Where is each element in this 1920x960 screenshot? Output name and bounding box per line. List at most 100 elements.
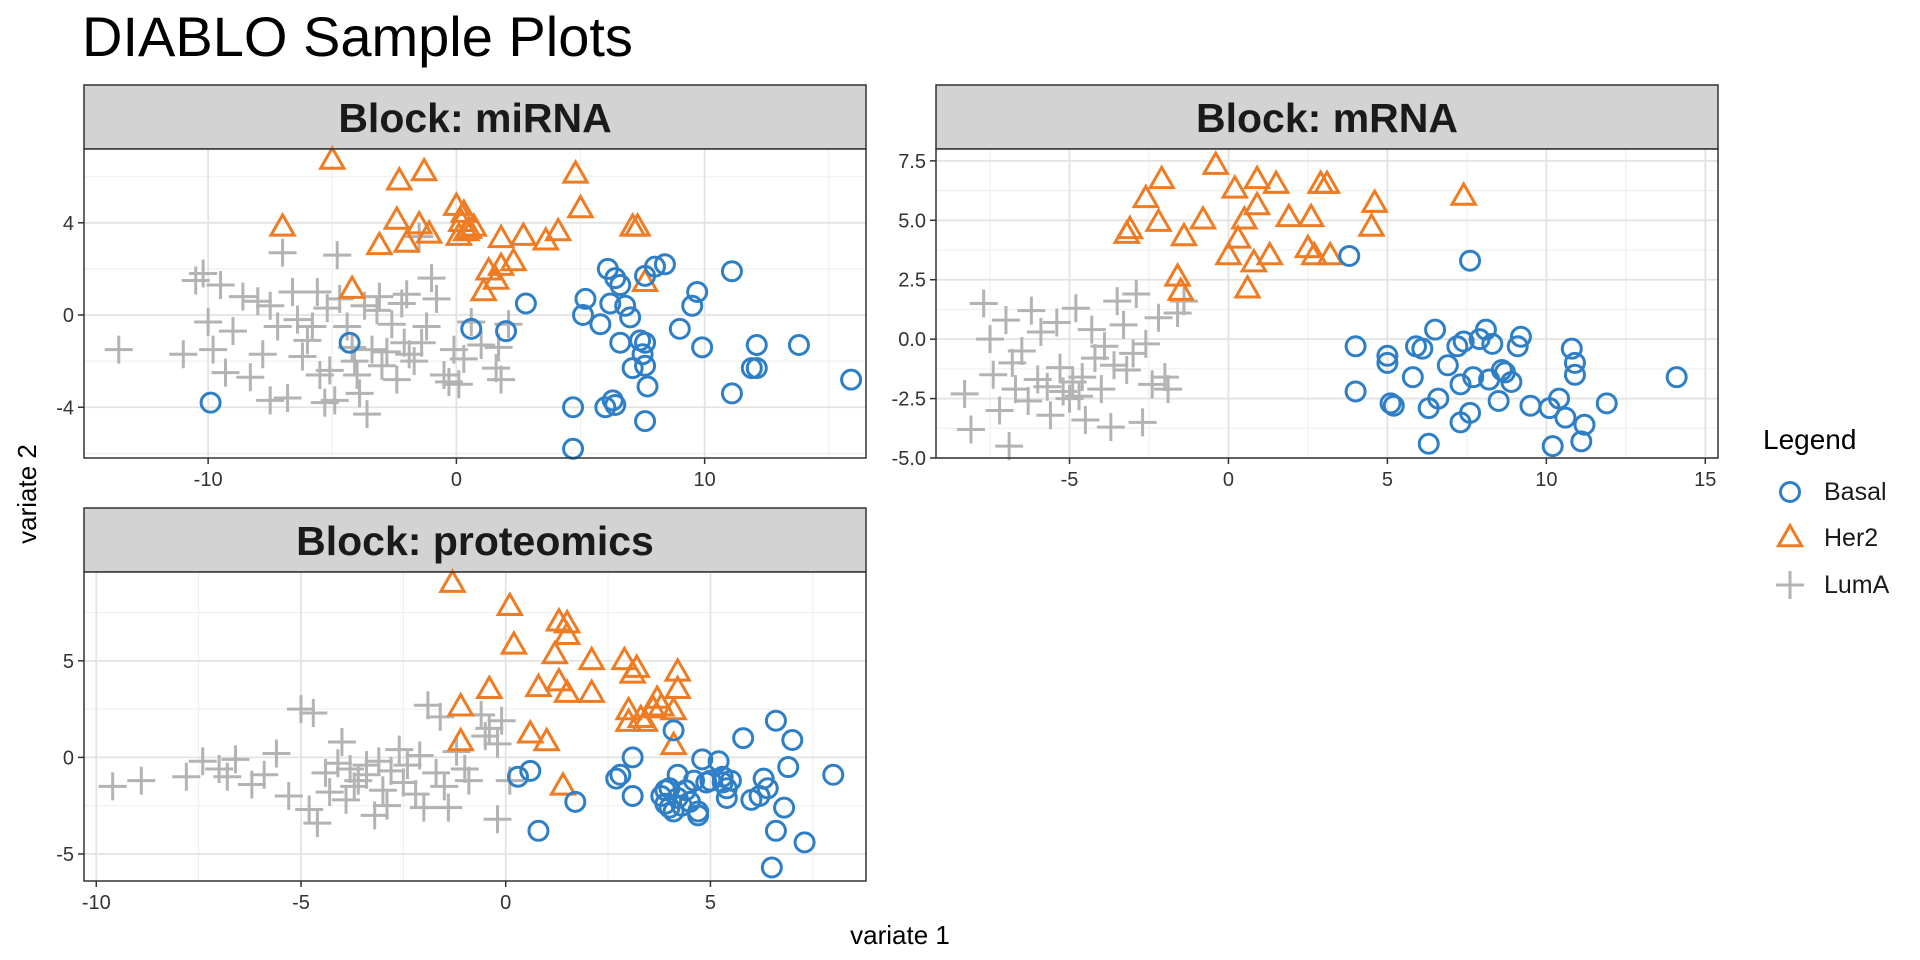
point-basal — [1459, 401, 1482, 424]
point-basal — [711, 771, 734, 794]
point-basal — [1541, 435, 1564, 458]
point-basal — [777, 756, 800, 779]
point-luma — [256, 291, 285, 320]
point-basal — [1427, 387, 1450, 410]
point-luma — [979, 360, 1008, 389]
point-her2 — [552, 608, 582, 634]
point-her2 — [1300, 240, 1329, 266]
point-luma — [1138, 370, 1167, 399]
legend-label-luma: LumA — [1824, 571, 1890, 599]
point-luma — [188, 747, 217, 776]
point-luma — [273, 384, 302, 413]
point-her2 — [544, 606, 574, 632]
point-basal — [752, 767, 775, 790]
point-basal — [1338, 244, 1361, 267]
point-basal — [599, 292, 622, 315]
point-her2 — [1169, 221, 1199, 247]
point-luma — [286, 695, 315, 724]
point-her2 — [365, 230, 394, 256]
point-her2 — [1220, 173, 1250, 199]
legend: Legend Basal Her2 LumA — [1763, 424, 1890, 599]
point-luma — [1026, 318, 1055, 347]
x-tick-label: -10 — [82, 892, 111, 914]
point-luma — [299, 698, 328, 727]
panel-strip — [935, 84, 1719, 150]
point-luma — [315, 356, 344, 385]
point-luma — [345, 379, 374, 408]
point-basal — [562, 396, 585, 419]
point-luma — [429, 360, 458, 389]
x-tick-label: 5 — [705, 892, 716, 914]
point-basal — [506, 765, 529, 788]
point-basal — [643, 255, 666, 278]
point-her2 — [1166, 276, 1195, 301]
point-luma — [392, 280, 421, 309]
point-her2 — [404, 209, 434, 235]
point-her2 — [509, 221, 538, 246]
point-luma — [189, 259, 218, 288]
point-luma — [1109, 310, 1138, 339]
point-her2 — [552, 678, 582, 703]
point-luma — [1087, 375, 1116, 404]
point-luma — [1096, 413, 1125, 442]
point-luma — [1169, 287, 1198, 316]
point-basal — [720, 382, 743, 405]
point-basal — [781, 729, 804, 752]
point-her2 — [532, 726, 561, 752]
point-her2 — [446, 726, 475, 752]
point-luma — [395, 340, 424, 369]
point-her2 — [318, 145, 347, 170]
point-basal — [1376, 351, 1399, 374]
point-luma — [357, 335, 386, 364]
point-her2 — [481, 264, 511, 290]
point-her2 — [622, 653, 651, 678]
point-luma — [181, 266, 210, 295]
point-luma — [450, 754, 479, 783]
x-tick-label: -5 — [1061, 469, 1079, 491]
point-luma — [454, 766, 483, 795]
y-tick-label: -5.0 — [892, 448, 926, 470]
y-tick-label: 0.0 — [898, 329, 926, 351]
y-tick-label: -2.5 — [892, 389, 926, 411]
point-luma — [487, 365, 516, 394]
x-tick-label: 0 — [1223, 469, 1234, 491]
y-tick-label: 0 — [63, 747, 74, 769]
point-her2 — [1360, 188, 1389, 213]
y-tick-label: 0 — [63, 305, 74, 327]
point-luma — [1036, 401, 1065, 430]
point-her2 — [459, 211, 488, 237]
panel-border — [935, 148, 1719, 459]
point-her2 — [499, 246, 528, 272]
point-her2 — [1449, 181, 1478, 206]
point-basal — [614, 294, 637, 317]
point-her2 — [486, 251, 516, 276]
point-luma — [213, 762, 242, 791]
point-luma — [104, 335, 133, 364]
point-basal — [519, 759, 542, 782]
point-luma — [377, 756, 406, 785]
x-axis-title: variate 1 — [850, 920, 950, 950]
point-basal — [605, 767, 628, 790]
point-her2 — [337, 274, 367, 299]
point-luma — [1163, 299, 1192, 328]
point-basal — [621, 746, 644, 769]
legend-key-basal — [1779, 481, 1801, 503]
point-her2 — [659, 695, 688, 721]
point-luma — [377, 310, 406, 339]
point-basal — [764, 709, 787, 732]
point-basal — [631, 343, 654, 366]
point-basal — [594, 396, 617, 419]
point-luma — [211, 358, 240, 387]
point-luma — [221, 745, 250, 774]
point-basal — [1474, 318, 1497, 341]
point-basal — [1573, 413, 1596, 436]
point-luma — [236, 363, 265, 392]
point-luma — [487, 706, 516, 735]
point-her2 — [268, 211, 297, 237]
point-basal — [1481, 332, 1504, 355]
point-her2 — [1223, 223, 1253, 249]
point-luma — [430, 772, 459, 801]
point-basal — [653, 253, 676, 276]
panel-mirna: Block: miRNA -10 0 10 -4 0 4 — [56, 84, 867, 491]
point-luma — [343, 360, 372, 389]
